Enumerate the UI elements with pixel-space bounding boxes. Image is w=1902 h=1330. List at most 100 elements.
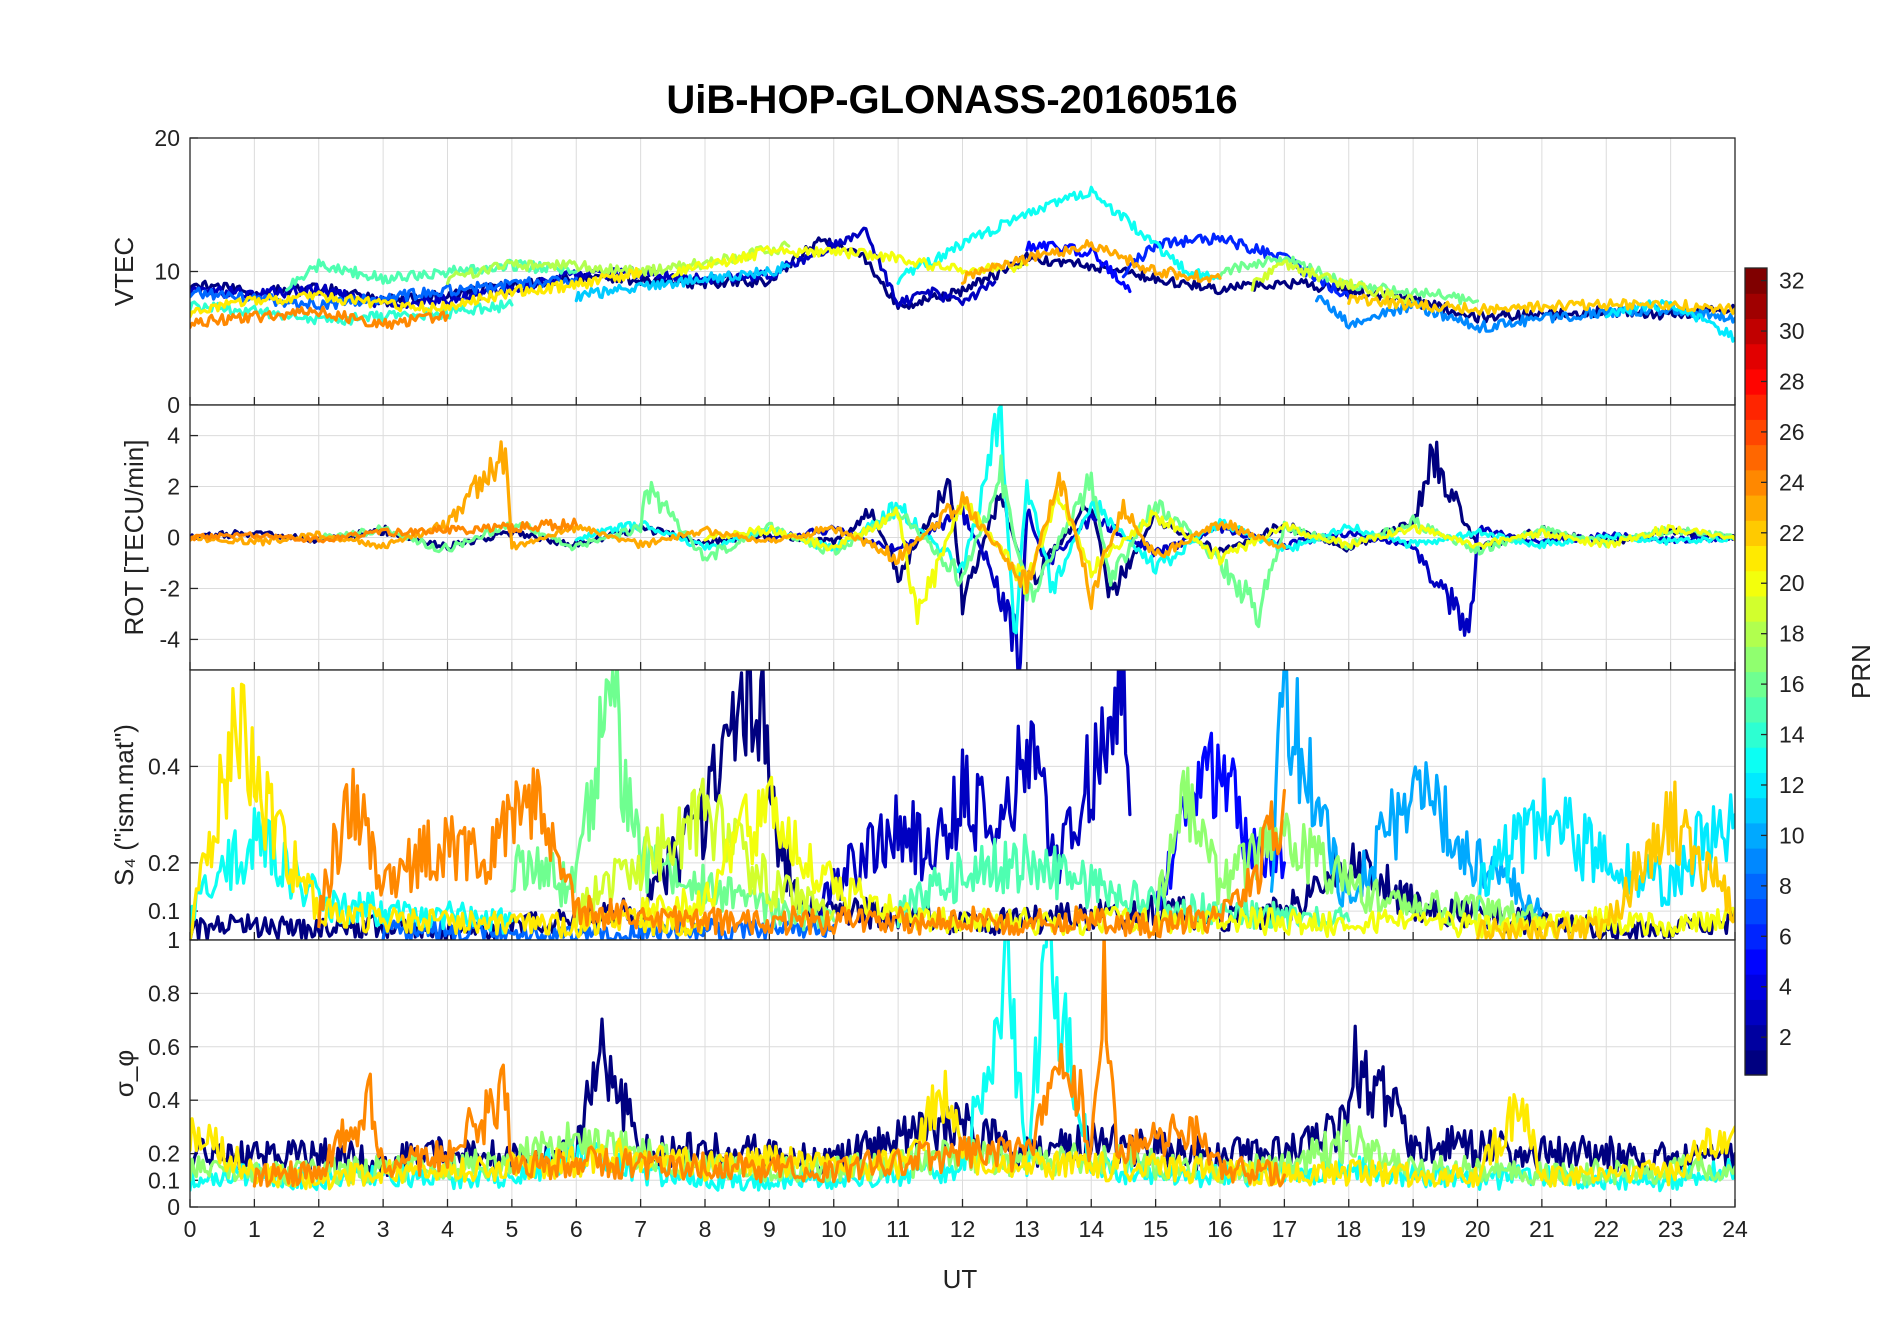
- colorbar-tick-label: 30: [1779, 318, 1805, 344]
- panel-sigma-series: [190, 940, 1735, 1193]
- y-tick-label: -2: [160, 575, 180, 601]
- colorbar-tick-label: 18: [1779, 621, 1805, 647]
- colorbar-segment: [1745, 948, 1767, 975]
- series-prn-14: [190, 299, 514, 326]
- series-prn-12: [1604, 299, 1735, 343]
- x-tick-label: 1: [248, 1216, 261, 1242]
- colorbar-segment: [1745, 822, 1767, 849]
- series-prn-20: [703, 489, 1735, 626]
- y-tick-label: 1: [167, 927, 180, 953]
- colorbar-segment: [1745, 494, 1767, 521]
- series-prn-21: [190, 266, 643, 319]
- series-prn-24: [190, 305, 450, 330]
- x-tick-label: 0: [184, 1216, 197, 1242]
- colorbar-segment: [1745, 268, 1767, 294]
- colorbar-segment: [1745, 368, 1767, 395]
- x-tick-label: 8: [699, 1216, 712, 1242]
- y-tick-label: 0.2: [148, 1141, 180, 1167]
- series-prn-21: [190, 682, 707, 940]
- colorbar-tick-label: 8: [1779, 873, 1792, 899]
- panel-s4: 0.1 0.2 0.4 S₄ ("ism.mat"): [109, 669, 1736, 941]
- series-prn-15: [896, 833, 1351, 932]
- colorbar-segment: [1745, 621, 1767, 647]
- colorbar-segment: [1745, 343, 1767, 370]
- series-prn-23: [190, 440, 1286, 611]
- y-tick-label: -4: [160, 626, 181, 652]
- colorbar-segment: [1745, 747, 1767, 773]
- colorbar-tick-label: 10: [1779, 822, 1805, 848]
- colorbar-segment: [1745, 1024, 1767, 1051]
- y-axis-label-vtec: VTEC: [109, 237, 139, 306]
- series-prn-19: [1250, 259, 1415, 305]
- colorbar-segment: [1745, 419, 1767, 446]
- colorbar-tick-label: 14: [1779, 722, 1805, 748]
- colorbar-segment: [1745, 797, 1767, 824]
- colorbar-segment: [1745, 696, 1767, 723]
- x-tick-label: 18: [1336, 1216, 1362, 1242]
- series-prn-24: [317, 767, 1286, 939]
- colorbar-segment: [1745, 999, 1767, 1026]
- y-tick-label: 0: [167, 392, 180, 418]
- colorbar-segment: [1745, 318, 1767, 345]
- x-tick-label: 10: [821, 1216, 847, 1242]
- x-tick-label: 9: [763, 1216, 776, 1242]
- colorbar-label: PRN: [1846, 644, 1876, 699]
- colorbar-tick-label: 28: [1779, 368, 1805, 394]
- colorbar-segment: [1745, 293, 1767, 320]
- series-prn-19: [574, 777, 836, 929]
- colorbar-segment: [1745, 873, 1767, 900]
- colorbar-segment: [1745, 469, 1767, 496]
- y-tick-label: 0.1: [148, 1167, 180, 1193]
- panel-vtec-series: [190, 185, 1735, 343]
- y-axis-label-sigma: σ_φ: [109, 1050, 139, 1097]
- x-tick-label: 22: [1593, 1216, 1619, 1242]
- colorbar-segment: [1745, 923, 1767, 950]
- panel-rot: -4 -2 0 2 4 ROT [TECU/min]: [119, 404, 1736, 671]
- colorbar-segment: [1745, 520, 1767, 547]
- x-tick-label: 11: [886, 1216, 910, 1242]
- colorbar-segment: [1745, 545, 1767, 572]
- y-tick-label: 0.6: [148, 1034, 180, 1060]
- y-axis-label-s4: S₄ ("ism.mat"): [109, 724, 139, 886]
- x-tick-label: 7: [634, 1216, 647, 1242]
- x-tick-label: 23: [1658, 1216, 1684, 1242]
- series-prn-22: [1475, 780, 1735, 940]
- panel-sigma: 00.10.2 0.4 0.6 0.8 1 σ_φ: [109, 927, 1736, 1220]
- colorbar-segment: [1745, 898, 1767, 925]
- y-tick-label: 0.8: [148, 980, 180, 1006]
- x-tick-label: 19: [1400, 1216, 1426, 1242]
- colorbar-segment: [1745, 848, 1767, 874]
- panel-vtec: 0 10 20 VTEC: [109, 125, 1736, 418]
- x-tick-label: 14: [1078, 1216, 1104, 1242]
- y-axis-label-rot: ROT [TECU/min]: [119, 440, 149, 636]
- y-tick-label: 4: [167, 423, 180, 449]
- x-tick-label: 13: [1014, 1216, 1040, 1242]
- series-prn-10: [1269, 670, 1544, 920]
- x-tick-label: 24: [1722, 1216, 1748, 1242]
- colorbar-segment: [1745, 1049, 1767, 1076]
- series-prn-13: [896, 185, 1222, 285]
- series-prn-16: [510, 670, 836, 932]
- colorbar-segment: [1745, 444, 1767, 471]
- series-prn-11: [574, 261, 791, 303]
- colorbar-tick-label: 26: [1779, 419, 1805, 445]
- series-prn-18: [445, 240, 791, 285]
- x-tick-label: 5: [505, 1216, 518, 1242]
- x-tick-label: 6: [570, 1216, 583, 1242]
- y-tick-label: 0.4: [148, 1087, 180, 1113]
- colorbar-segment: [1745, 671, 1767, 698]
- series-prn-3: [819, 670, 1132, 929]
- colorbar-segment: [1745, 772, 1767, 799]
- x-tick-label: 2: [312, 1216, 325, 1242]
- colorbar-tick-label: 20: [1779, 570, 1805, 596]
- x-tick-label: 16: [1207, 1216, 1233, 1242]
- y-tick-label: 0.4: [148, 753, 180, 779]
- colorbar-tick-label: 4: [1779, 974, 1792, 1000]
- x-tick-label: 20: [1465, 1216, 1491, 1242]
- y-tick-label: 2: [167, 474, 180, 500]
- y-tick-label: 0: [167, 525, 180, 551]
- x-tick-label: 12: [950, 1216, 976, 1242]
- colorbar-tick-label: 24: [1779, 469, 1805, 495]
